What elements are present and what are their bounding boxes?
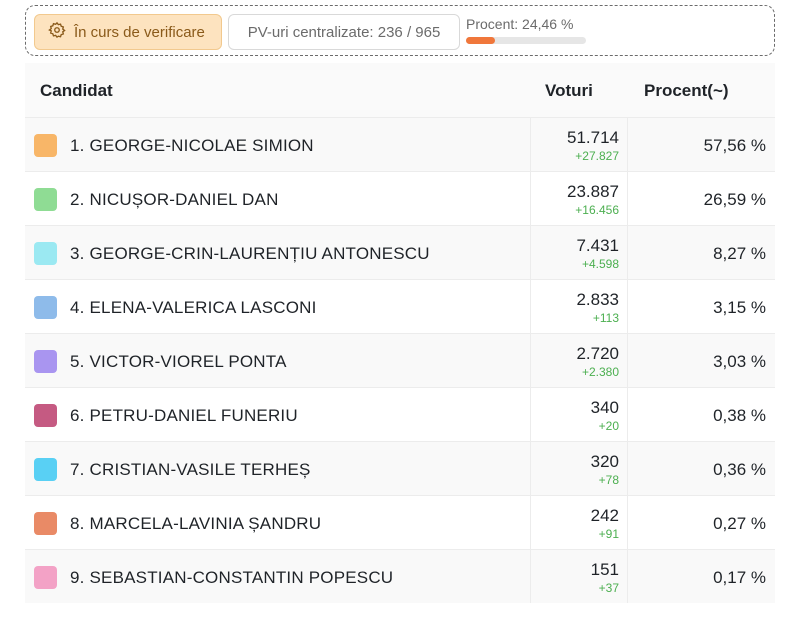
vote-percent: 0,27 % [713,514,766,533]
table-header: Candidat Voturi Procent(~) [25,63,775,117]
vote-percent: 0,17 % [713,568,766,587]
vote-count: 2.833 [576,290,619,309]
vote-delta: +16.456 [575,203,619,217]
vote-count: 340 [590,398,619,417]
party-color-swatch [34,134,57,157]
vote-delta: +2.380 [581,365,619,379]
vote-delta: +113 [592,311,619,325]
vote-delta: +37 [598,581,619,595]
vote-percent: 8,27 % [713,244,766,263]
header-percent[interactable]: Procent(~) [644,81,729,100]
vote-percent: 0,36 % [713,460,766,479]
status-label: În curs de verificare [74,23,205,41]
vote-count: 242 [590,506,619,525]
table-row[interactable]: 3. GEORGE-CRIN-LAURENȚIU ANTONESCU 7.431 +… [25,225,775,279]
votes-cell: 2.833 +113 [530,280,628,333]
votes-cell: 23.887 +16.456 [530,172,628,225]
verification-status-badge[interactable]: În curs de verificare [34,14,222,50]
table-body: 1. GEORGE-NICOLAE SIMION 51.714 +27.827 57,… [25,117,775,603]
votes-cell: 51.714 +27.827 [530,118,628,171]
header-candidate[interactable]: Candidat [40,81,113,100]
vote-percent: 26,59 % [703,190,766,209]
candidate-name: 6. PETRU-DANIEL FUNERIU [70,406,298,425]
table-row[interactable]: 8. MARCELA-LAVINIA ȘANDRU 242 +91 0,27 % [25,495,775,549]
votes-cell: 151 +37 [530,550,628,603]
progress-label: Procent: 24,46 % [466,16,574,32]
table-row[interactable]: 4. ELENA-VALERICA LASCONI 2.833 +113 3,15 % [25,279,775,333]
vote-count: 23.887 [567,182,619,201]
candidate-name: 3. GEORGE-CRIN-LAURENȚIU ANTONESCU [70,244,430,263]
pv-count-badge: PV-uri centralizate: 236 / 965 [228,14,460,50]
party-color-swatch [34,404,57,427]
candidate-name: 4. ELENA-VALERICA LASCONI [70,298,317,317]
vote-count: 320 [590,452,619,471]
vote-count: 151 [590,560,619,579]
party-color-swatch [34,242,57,265]
candidate-name: 1. GEORGE-NICOLAE SIMION [70,136,314,155]
table-row[interactable]: 5. VICTOR-VIOREL PONTA 2.720 +2.380 3,03 % [25,333,775,387]
vote-count: 51.714 [567,128,619,147]
party-color-swatch [34,566,57,589]
candidate-name: 7. CRISTIAN-VASILE TERHEȘ [70,460,311,479]
party-color-swatch [34,350,57,373]
vote-percent: 57,56 % [703,136,766,155]
vote-percent: 3,03 % [713,352,766,371]
table-row[interactable]: 6. PETRU-DANIEL FUNERIU 340 +20 0,38 % [25,387,775,441]
votes-cell: 340 +20 [530,388,628,441]
vote-count: 2.720 [576,344,619,363]
status-bar: În curs de verificare PV-uri centralizat… [25,5,775,56]
candidate-name: 5. VICTOR-VIOREL PONTA [70,352,287,371]
votes-cell: 7.431 +4.598 [530,226,628,279]
progress-indicator: Procent: 24,46 % [466,16,591,44]
candidate-name: 9. SEBASTIAN-CONSTANTIN POPESCU [70,568,394,587]
vote-delta: +27.827 [575,149,619,163]
votes-cell: 320 +78 [530,442,628,495]
party-color-swatch [34,188,57,211]
vote-percent: 3,15 % [713,298,766,317]
party-color-swatch [34,296,57,319]
vote-delta: +4.598 [581,257,619,271]
vote-percent: 0,38 % [713,406,766,425]
table-row[interactable]: 1. GEORGE-NICOLAE SIMION 51.714 +27.827 57,… [25,117,775,171]
vote-delta: +78 [598,473,619,487]
party-color-swatch [34,458,57,481]
votes-cell: 2.720 +2.380 [530,334,628,387]
party-color-swatch [34,512,57,535]
candidate-name: 8. MARCELA-LAVINIA ȘANDRU [70,514,322,533]
header-votes[interactable]: Voturi [545,81,593,100]
progress-track [466,37,586,44]
candidate-name: 2. NICUȘOR-DANIEL DAN [70,190,279,209]
progress-fill [466,37,496,44]
vote-delta: +91 [598,527,619,541]
gear-icon [48,21,66,43]
votes-cell: 242 +91 [530,496,628,549]
table-row[interactable]: 7. CRISTIAN-VASILE TERHEȘ 320 +78 0,36 % [25,441,775,495]
results-table: Candidat Voturi Procent(~) 1. GEORGE-NIC… [25,63,775,603]
vote-count: 7.431 [576,236,619,255]
vote-delta: +20 [598,419,619,433]
table-row[interactable]: 2. NICUȘOR-DANIEL DAN 23.887 +16.456 26,59 … [25,171,775,225]
table-row[interactable]: 9. SEBASTIAN-CONSTANTIN POPESCU 151 +37 0,1… [25,549,775,603]
